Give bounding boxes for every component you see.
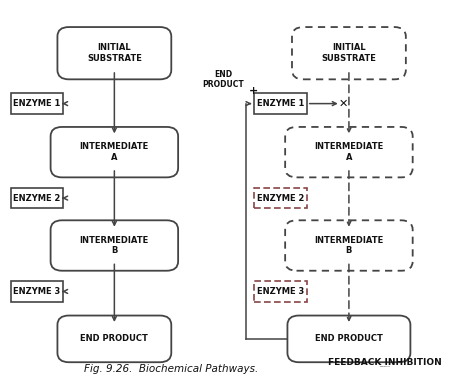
FancyBboxPatch shape	[11, 93, 63, 114]
Text: INTERMEDIATE
A: INTERMEDIATE A	[314, 143, 384, 162]
Text: END PRODUCT: END PRODUCT	[315, 334, 383, 343]
FancyBboxPatch shape	[287, 316, 410, 362]
Text: ENZYME 2: ENZYME 2	[13, 194, 61, 203]
Text: ENZYME 3: ENZYME 3	[257, 287, 304, 296]
FancyBboxPatch shape	[285, 127, 413, 177]
FancyBboxPatch shape	[11, 188, 63, 208]
FancyBboxPatch shape	[254, 188, 307, 208]
Text: INTERMEDIATE
A: INTERMEDIATE A	[80, 143, 149, 162]
Text: Fig. 9.26.  Biochemical Pathways.: Fig. 9.26. Biochemical Pathways.	[84, 364, 259, 374]
FancyBboxPatch shape	[51, 220, 178, 271]
Text: ENZYME 3: ENZYME 3	[13, 287, 60, 296]
Text: ENZYME 1: ENZYME 1	[13, 99, 61, 108]
Text: END PRODUCT: END PRODUCT	[80, 334, 148, 343]
Text: ENZYME 2: ENZYME 2	[257, 194, 304, 203]
Text: INITIAL
SUBSTRATE: INITIAL SUBSTRATE	[87, 44, 142, 63]
FancyBboxPatch shape	[285, 220, 413, 271]
FancyBboxPatch shape	[11, 281, 63, 302]
Text: FEEDBACK INHIBITION: FEEDBACK INHIBITION	[329, 358, 442, 367]
FancyBboxPatch shape	[292, 27, 406, 79]
Text: INTERMEDIATE
B: INTERMEDIATE B	[314, 236, 384, 255]
FancyBboxPatch shape	[51, 127, 178, 177]
Text: +: +	[248, 86, 258, 96]
FancyBboxPatch shape	[58, 316, 171, 362]
Text: INITIAL
SUBSTRATE: INITIAL SUBSTRATE	[321, 44, 376, 63]
Text: END
PRODUCT: END PRODUCT	[202, 70, 244, 89]
Text: END PRODUCT: END PRODUCT	[380, 366, 390, 367]
FancyBboxPatch shape	[254, 93, 307, 114]
Text: ENZYME 1: ENZYME 1	[257, 99, 304, 108]
Text: INTERMEDIATE
B: INTERMEDIATE B	[80, 236, 149, 255]
Text: ✕: ✕	[338, 99, 348, 109]
FancyBboxPatch shape	[58, 27, 171, 79]
FancyBboxPatch shape	[254, 281, 307, 302]
